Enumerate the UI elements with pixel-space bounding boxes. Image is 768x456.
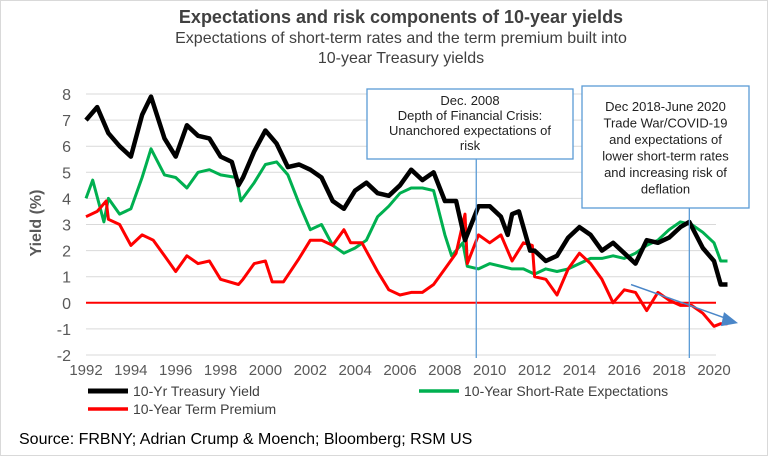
y-tick-label: 4 xyxy=(62,191,71,208)
annotation-text: and expectations of xyxy=(609,132,722,147)
y-tick-label: -2 xyxy=(57,348,71,365)
x-tick-label: 2006 xyxy=(383,362,416,379)
y-tick-label: 8 xyxy=(62,87,71,104)
series-line-0 xyxy=(84,94,728,287)
x-tick-label: 2004 xyxy=(338,362,371,379)
x-tick-label: 2008 xyxy=(428,362,461,379)
annotation-text: Dec. 2008 xyxy=(440,93,499,108)
y-tick-label: 5 xyxy=(62,165,71,182)
annotation-text: Depth of Financial Crisis: xyxy=(398,108,543,123)
x-tick-label: 1998 xyxy=(204,362,237,379)
y-axis-label: Yield (%) xyxy=(28,190,45,257)
y-tick-label: 2 xyxy=(62,244,71,261)
annotation-box xyxy=(366,88,574,160)
x-tick-label: 1992 xyxy=(69,362,102,379)
x-tick-label: 2014 xyxy=(563,362,596,379)
trend-arrow-line xyxy=(630,283,729,320)
annotation-text: deflation xyxy=(641,182,690,197)
y-tick-label: 6 xyxy=(62,139,71,156)
y-tick-label: 0 xyxy=(62,296,71,313)
x-tick-label: 2012 xyxy=(518,362,551,379)
chart-subtitle-line-1: Expectations of short-term rates and the… xyxy=(175,30,627,47)
x-tick-label: 2020 xyxy=(697,362,730,379)
x-tick-label: 2016 xyxy=(608,362,641,379)
x-tick-label: 1996 xyxy=(159,362,192,379)
annotation-text: and increasing risk of xyxy=(604,165,727,180)
legend-label: 10-Year Term Premium xyxy=(133,401,276,417)
x-tick-label: 2010 xyxy=(473,362,506,379)
chart-title: Expectations and risk components of 10-y… xyxy=(179,7,623,27)
source-note: Source: FRBNY; Adrian Crump & Moench; Bl… xyxy=(19,431,472,448)
annotation-text: lower short-term rates xyxy=(602,149,729,164)
series-line-2 xyxy=(85,199,728,328)
annotation-text: Unanchored expectations of xyxy=(389,123,551,138)
x-tick-label: 2002 xyxy=(294,362,327,379)
trend-arrow-head xyxy=(721,312,738,327)
y-tick-label: -1 xyxy=(57,322,71,339)
x-tick-label: 2000 xyxy=(249,362,282,379)
annotation-text: Dec 2018-June 2020 xyxy=(605,99,726,114)
legend-label: 10-Yr Treasury Yield xyxy=(133,383,260,399)
annotation-box xyxy=(581,85,750,209)
annotation-text: risk xyxy=(460,138,481,153)
x-tick-label: 1994 xyxy=(114,362,147,379)
y-tick-label: 1 xyxy=(62,270,71,287)
y-tick-label: 7 xyxy=(62,113,71,130)
y-tick-label: 3 xyxy=(62,218,71,235)
annotation-text: Trade War/COVID-19 xyxy=(603,116,727,131)
x-tick-label: 2018 xyxy=(652,362,685,379)
legend-label: 10-Year Short-Rate Expectations xyxy=(464,383,668,399)
chart-subtitle-line-2: 10-year Treasury yields xyxy=(318,50,484,67)
